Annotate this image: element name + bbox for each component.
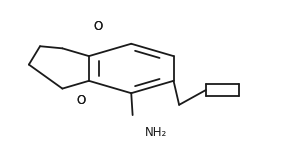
Text: O: O [93, 20, 102, 33]
Text: O: O [76, 94, 86, 107]
Text: O: O [93, 20, 102, 33]
Text: O: O [76, 94, 86, 107]
Text: O: O [93, 20, 102, 33]
Text: NH₂: NH₂ [145, 126, 168, 139]
Text: O: O [76, 94, 86, 107]
